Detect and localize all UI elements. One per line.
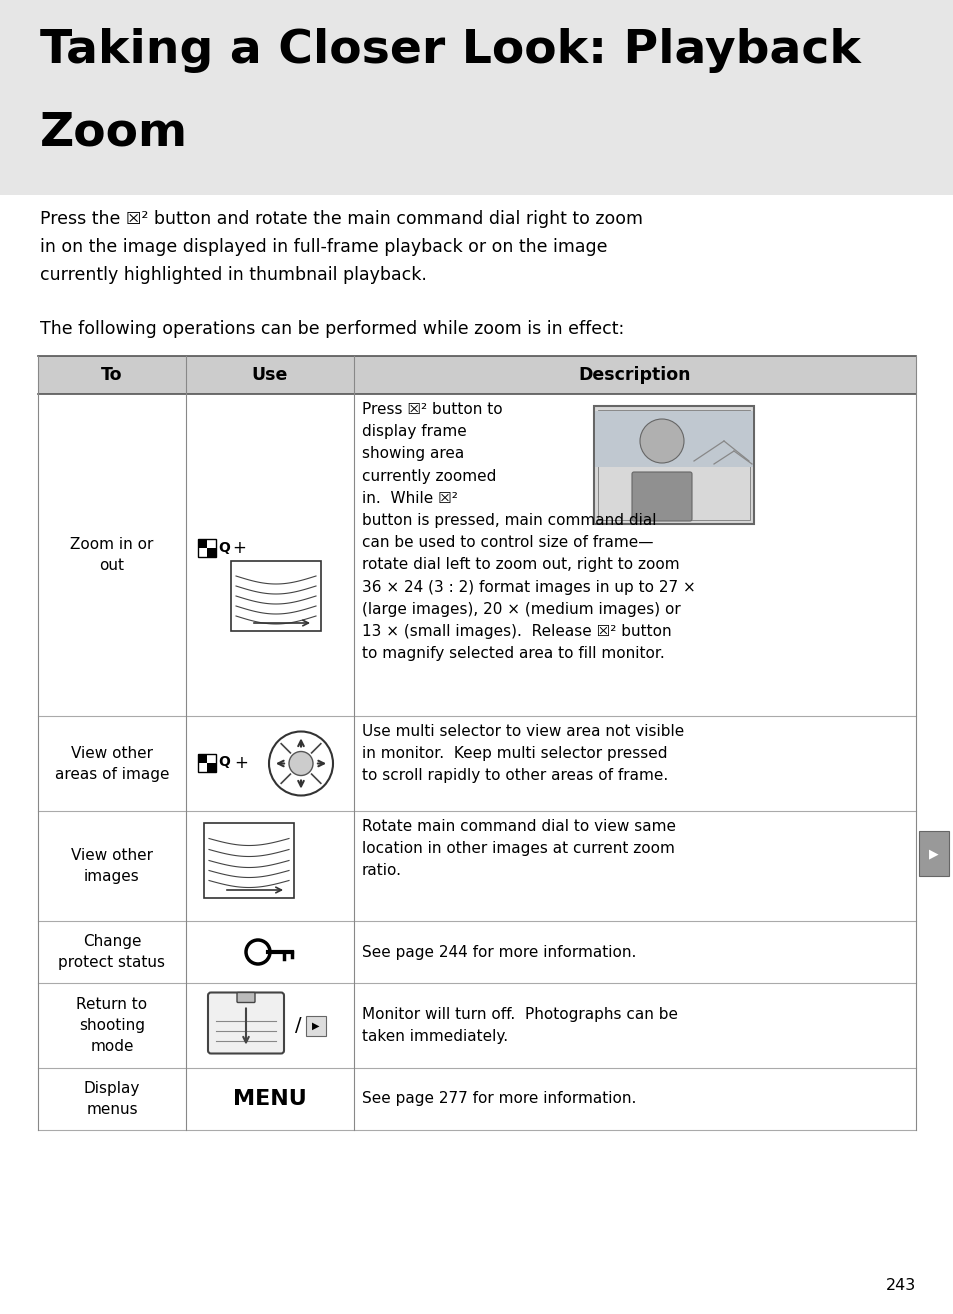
- Text: ▶: ▶: [928, 848, 938, 859]
- Text: 243: 243: [884, 1277, 915, 1293]
- Text: See page 277 for more information.: See page 277 for more information.: [361, 1092, 636, 1106]
- FancyBboxPatch shape: [207, 539, 215, 548]
- Text: +: +: [233, 753, 248, 771]
- Text: Press ☒² button to
display frame
showing area
currently zoomed
in.  While ☒²
but: Press ☒² button to display frame showing…: [361, 402, 695, 661]
- Text: Use: Use: [252, 367, 288, 384]
- FancyBboxPatch shape: [207, 762, 215, 771]
- FancyBboxPatch shape: [631, 472, 691, 520]
- Text: ▶: ▶: [312, 1021, 319, 1030]
- Text: See page 244 for more information.: See page 244 for more information.: [361, 945, 636, 959]
- FancyBboxPatch shape: [198, 548, 207, 557]
- FancyBboxPatch shape: [38, 356, 915, 394]
- Text: Zoom in or
out: Zoom in or out: [71, 537, 153, 573]
- Text: Press the ☒² button and rotate the main command dial right to zoom
in on the ima: Press the ☒² button and rotate the main …: [40, 210, 642, 284]
- FancyBboxPatch shape: [204, 823, 294, 897]
- FancyBboxPatch shape: [306, 1016, 326, 1035]
- Text: Return to
shooting
mode: Return to shooting mode: [76, 997, 148, 1054]
- Text: Display
menus: Display menus: [84, 1081, 140, 1117]
- Text: +: +: [232, 539, 246, 557]
- FancyBboxPatch shape: [236, 992, 254, 1003]
- Circle shape: [269, 732, 333, 795]
- Text: To: To: [101, 367, 123, 384]
- Text: Zoom: Zoom: [40, 110, 188, 155]
- FancyBboxPatch shape: [198, 753, 207, 762]
- Text: View other
images: View other images: [71, 848, 152, 884]
- Text: Q: Q: [218, 541, 230, 555]
- FancyBboxPatch shape: [918, 830, 948, 876]
- Text: Use multi selector to view area not visible
in monitor.  Keep multi selector pre: Use multi selector to view area not visi…: [361, 724, 683, 783]
- FancyBboxPatch shape: [38, 921, 915, 983]
- Text: View other
areas of image: View other areas of image: [54, 745, 169, 782]
- FancyBboxPatch shape: [38, 394, 915, 716]
- FancyBboxPatch shape: [231, 561, 320, 631]
- FancyBboxPatch shape: [207, 548, 215, 557]
- Text: Monitor will turn off.  Photographs can be
taken immediately.: Monitor will turn off. Photographs can b…: [361, 1007, 678, 1045]
- FancyBboxPatch shape: [595, 411, 752, 466]
- Text: Taking a Closer Look: Playback: Taking a Closer Look: Playback: [40, 28, 860, 74]
- Text: Change
protect status: Change protect status: [58, 934, 165, 970]
- Text: Description: Description: [578, 367, 691, 384]
- FancyBboxPatch shape: [208, 992, 284, 1054]
- FancyBboxPatch shape: [198, 762, 207, 771]
- FancyBboxPatch shape: [38, 811, 915, 921]
- Text: MENU: MENU: [233, 1089, 307, 1109]
- FancyBboxPatch shape: [198, 539, 207, 548]
- FancyBboxPatch shape: [0, 0, 953, 194]
- Text: /: /: [294, 1016, 301, 1035]
- Text: The following operations can be performed while zoom is in effect:: The following operations can be performe…: [40, 321, 623, 338]
- FancyBboxPatch shape: [38, 716, 915, 811]
- FancyBboxPatch shape: [38, 983, 915, 1068]
- FancyBboxPatch shape: [38, 1068, 915, 1130]
- FancyBboxPatch shape: [594, 406, 753, 524]
- Text: Rotate main command dial to view same
location in other images at current zoom
r: Rotate main command dial to view same lo…: [361, 819, 676, 878]
- Circle shape: [289, 752, 313, 775]
- FancyBboxPatch shape: [207, 753, 215, 762]
- Circle shape: [639, 419, 683, 463]
- Text: Q: Q: [218, 756, 230, 770]
